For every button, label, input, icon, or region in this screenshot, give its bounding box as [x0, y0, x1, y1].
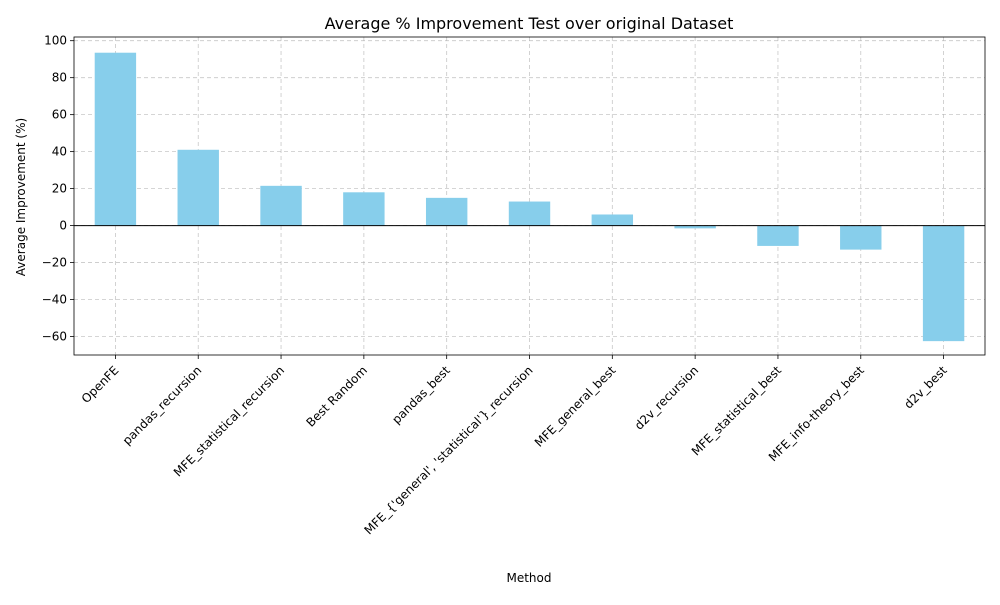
bar: [94, 52, 137, 226]
x-tick-label: d2v_recursion: [632, 363, 701, 432]
y-axis-label: Average Improvement (%): [14, 118, 28, 276]
x-tick-label: OpenFE: [79, 363, 122, 406]
x-tick-label: d2v_best: [901, 363, 950, 412]
x-tick-label: pandas_recursion: [120, 363, 205, 448]
bar: [260, 185, 302, 226]
bar: [757, 225, 799, 246]
y-tick-label: 20: [52, 182, 67, 196]
bar: [425, 197, 468, 226]
bar: [840, 225, 882, 250]
y-tick-label: −60: [42, 330, 67, 344]
bar: [922, 225, 965, 342]
bar: [674, 225, 716, 229]
x-axis: OpenFEpandas_recursionMFE_statistical_re…: [79, 355, 950, 537]
y-axis: −60 −40 −20 0 20 40 60 80 100: [42, 34, 74, 344]
x-tick-label: MFE_general_best: [532, 363, 619, 450]
bar: [177, 149, 219, 226]
x-tick-label: MFE_info-theory_best: [766, 363, 867, 464]
x-axis-label: Method: [506, 571, 551, 585]
x-tick-label: MFE_{'general', 'statistical'}_recursion: [362, 363, 536, 537]
y-tick-label: 40: [52, 145, 67, 159]
y-tick-label: −20: [42, 256, 67, 270]
y-tick-label: −40: [42, 293, 67, 307]
y-tick-label: 80: [52, 71, 67, 85]
x-tick-label: pandas_best: [389, 363, 453, 427]
x-tick-label: Best Random: [303, 363, 370, 430]
chart-title: Average % Improvement Test over original…: [325, 14, 734, 33]
y-tick-label: 0: [59, 219, 67, 233]
y-tick-label: 100: [44, 34, 67, 48]
y-tick-label: 60: [52, 108, 67, 122]
bar: [508, 201, 551, 226]
bar: [343, 192, 385, 226]
bar: [591, 214, 634, 226]
x-tick-label: MFE_statistical_best: [689, 363, 784, 458]
bar-layer: [94, 52, 965, 342]
